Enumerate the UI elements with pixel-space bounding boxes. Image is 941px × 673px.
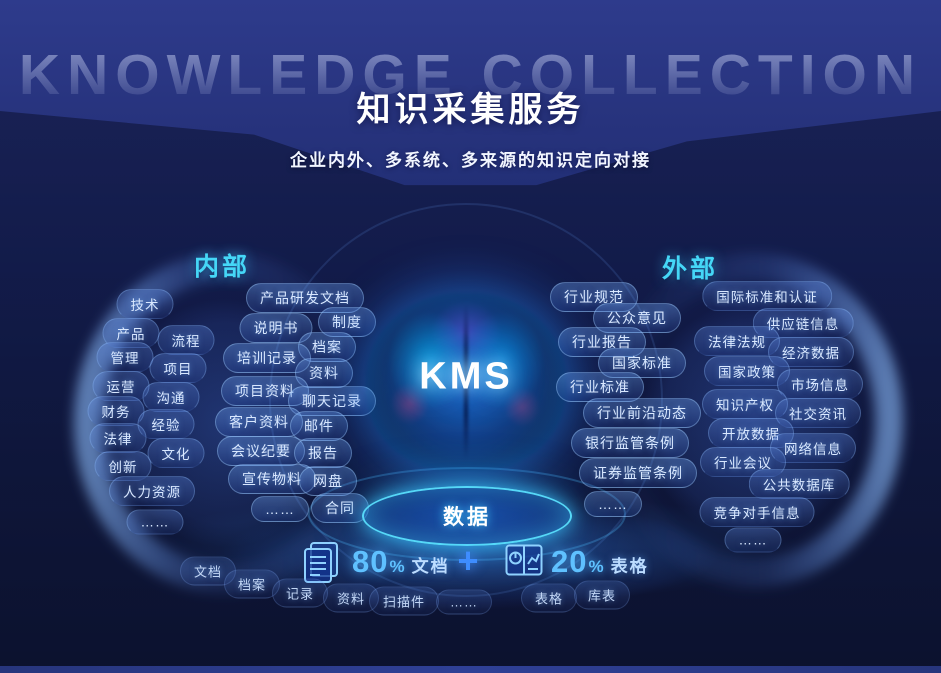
external-tag: 公共数据库 <box>748 469 850 499</box>
table-percentage-stat: 20% 表格 <box>551 544 649 580</box>
internal-doc-type: 制度 <box>318 307 376 337</box>
external-source: 行业标准 <box>556 372 644 402</box>
internal-doc-type: 说明书 <box>239 313 313 343</box>
bottom-tag: 表格 <box>520 583 578 613</box>
external-source: 公众意见 <box>593 303 681 333</box>
table-stat-label: 表格 <box>610 557 649 576</box>
doc-percent-value: 80 <box>352 544 389 579</box>
external-source: …… <box>584 491 642 517</box>
plus-sign: + <box>457 540 479 581</box>
external-tag: 国家政策 <box>704 356 790 386</box>
internal-doc-type: 会议纪要 <box>217 436 305 466</box>
doc-percentage-stat: 80% 文档 <box>352 544 450 580</box>
external-source: 行业前沿动态 <box>583 398 701 428</box>
doc-stat-label: 文档 <box>411 557 450 576</box>
table-percent-value: 20 <box>551 544 588 579</box>
internal-doc-type: 合同 <box>311 493 369 523</box>
external-section-label: 外部 <box>661 255 719 283</box>
internal-tag: 管理 <box>96 342 154 372</box>
external-source: 银行监管条例 <box>571 428 689 458</box>
internal-tag: 法律 <box>89 423 147 453</box>
internal-tag: …… <box>126 509 184 535</box>
external-tag: 知识产权 <box>702 389 788 419</box>
data-platform-label: 数据 <box>443 506 491 529</box>
watermark-text: KNOWLEDGE COLLECTION <box>0 42 941 108</box>
bottom-tag: 扫描件 <box>368 586 440 616</box>
external-tag: 行业会议 <box>700 447 786 477</box>
page-subtitle: 企业内外、多系统、多来源的知识定向对接 <box>290 151 651 170</box>
bottom-tag: …… <box>436 589 492 615</box>
internal-tag: 技术 <box>116 289 174 319</box>
internal-tag: 财务 <box>87 396 145 426</box>
external-tag: 竞争对手信息 <box>699 497 815 527</box>
external-tag: …… <box>724 527 782 553</box>
bottom-tag: 库表 <box>573 580 631 610</box>
external-tag: 国际标准和认证 <box>702 281 832 311</box>
internal-doc-type: …… <box>251 496 309 522</box>
bottom-tag: 文档 <box>179 556 237 586</box>
external-source: 国家标准 <box>598 348 686 378</box>
internal-tag: 项目 <box>149 353 207 383</box>
internal-tag: 创新 <box>94 451 152 481</box>
doc-percent-sign: % <box>389 557 405 576</box>
kms-core-label: KMS <box>419 355 513 398</box>
internal-tag: 沟通 <box>142 382 200 412</box>
table-percent-sign: % <box>588 557 604 576</box>
bottom-tag: 档案 <box>223 569 281 599</box>
bottom-tag: 记录 <box>271 578 329 608</box>
bottom-accent-strip <box>0 666 941 673</box>
kms-brain-visual <box>366 293 566 471</box>
external-source: 证券监管条例 <box>579 458 697 488</box>
internal-doc-type: 报告 <box>294 438 352 468</box>
internal-section-label: 内部 <box>193 253 251 281</box>
internal-tag: 流程 <box>157 325 215 355</box>
internal-doc-type: 产品研发文档 <box>246 283 364 313</box>
internal-tag: 产品 <box>102 318 160 348</box>
internal-doc-type: 邮件 <box>290 411 348 441</box>
page-title: 知识采集服务 <box>356 91 585 129</box>
spreadsheet-icon <box>505 544 543 576</box>
internal-doc-type: 客户资料 <box>215 407 303 437</box>
internal-tag: 人力资源 <box>109 476 195 506</box>
data-platform: 数据 <box>362 486 572 546</box>
external-source: 行业规范 <box>550 282 638 312</box>
internal-tag: 文化 <box>147 438 205 468</box>
internal-doc-type: 网盘 <box>299 466 357 496</box>
external-tag: 市场信息 <box>777 369 863 399</box>
